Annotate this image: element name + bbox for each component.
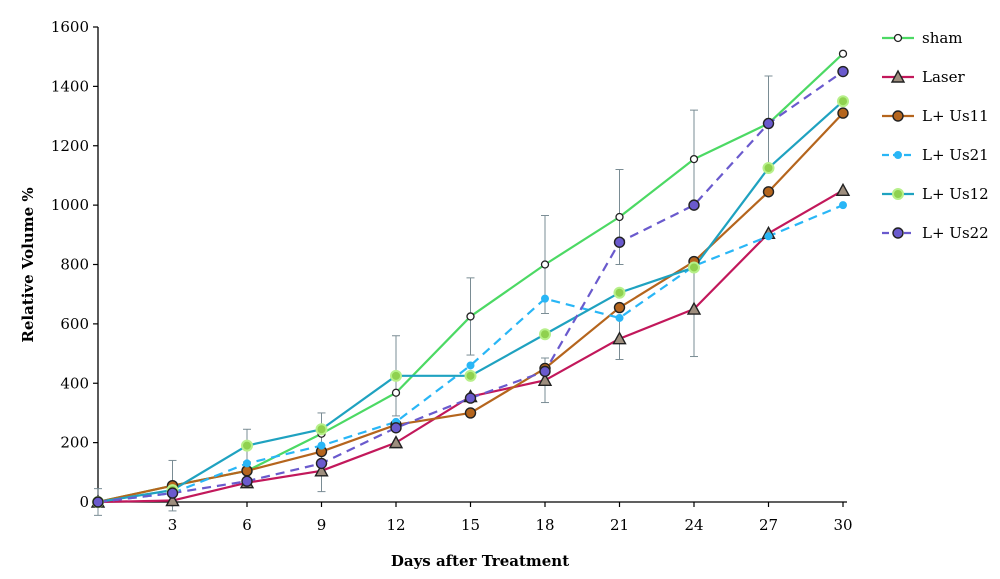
series-line-l-us22 xyxy=(97,70,844,504)
data-point-l-us12 xyxy=(837,95,849,108)
data-point-l-us12 xyxy=(315,423,328,436)
data-point-l-us12 xyxy=(241,439,253,452)
series-markers xyxy=(90,49,851,508)
data-point-l-us22 xyxy=(166,487,179,499)
legend-label-laser: Laser xyxy=(922,68,965,86)
data-point-l-us11 xyxy=(613,301,626,314)
x-tick-label: 15 xyxy=(461,516,480,534)
data-point-sham xyxy=(391,388,401,397)
data-point-l-us22 xyxy=(390,422,402,434)
x-tick-label: 24 xyxy=(684,516,703,534)
y-tick-label: 800 xyxy=(60,256,89,274)
series-line-l-us21 xyxy=(97,204,844,504)
legend-label-l-us11: L+ Us11 xyxy=(922,107,989,125)
x-tick-label: 12 xyxy=(386,516,405,534)
x-tick-label: 9 xyxy=(317,516,327,534)
data-point-l-us11 xyxy=(464,407,477,419)
legend-marker-l-us11 xyxy=(892,110,904,122)
x-tick-label: 21 xyxy=(610,516,629,534)
y-tick-label: 1200 xyxy=(51,137,89,155)
data-point-sham xyxy=(466,312,475,321)
y-tick-label: 1400 xyxy=(51,77,89,95)
x-tick-label: 27 xyxy=(759,516,778,534)
data-point-l-us21 xyxy=(541,294,549,303)
data-point-l-us22 xyxy=(539,365,551,378)
data-point-l-us21 xyxy=(839,201,847,210)
data-point-l-us22 xyxy=(688,199,700,211)
data-point-laser xyxy=(612,331,627,345)
data-point-l-us21 xyxy=(615,313,624,322)
data-point-l-us21 xyxy=(243,459,251,468)
legend-marker-l-us21 xyxy=(894,151,902,159)
data-point-sham xyxy=(838,49,848,58)
data-point-l-us21 xyxy=(466,361,475,370)
data-point-l-us22 xyxy=(241,475,253,487)
data-point-sham xyxy=(689,154,699,164)
data-point-l-us22 xyxy=(613,236,626,248)
y-tick-label: 0 xyxy=(79,493,89,511)
data-point-laser xyxy=(314,463,329,477)
data-point-laser xyxy=(835,182,851,196)
x-tick-label: 18 xyxy=(535,516,554,534)
y-tick-label: 600 xyxy=(60,315,89,333)
x-tick-label: 3 xyxy=(168,516,178,534)
legend-label-l-us12: L+ Us12 xyxy=(922,185,989,203)
x-axis-title: Days after Treatment xyxy=(391,552,569,570)
legend-label-l-us22: L+ Us22 xyxy=(922,224,989,242)
legend-marker-l-us12 xyxy=(892,188,904,200)
data-point-l-us22 xyxy=(92,496,104,508)
data-point-l-us22 xyxy=(837,65,849,78)
data-point-l-us12 xyxy=(539,328,551,341)
data-point-l-us12 xyxy=(613,286,626,299)
y-tick-label: 1600 xyxy=(51,18,89,36)
x-tick-label: 6 xyxy=(242,516,252,534)
legend-marker-sham xyxy=(893,33,903,43)
data-point-l-us12 xyxy=(762,162,775,175)
y-tick-label: 400 xyxy=(60,374,89,392)
data-point-l-us12 xyxy=(464,369,477,382)
legend: sham Laser L+ Us11 L+ Us21 L+ Us12 L+ Us22 xyxy=(882,29,989,242)
data-point-sham xyxy=(615,212,624,222)
data-point-l-us11 xyxy=(837,107,849,119)
data-point-laser xyxy=(537,372,553,386)
axes: 0 200 400 600 800 1000 1200 1400 1600 3 6 9 12 15 18 21… xyxy=(51,18,853,534)
y-axis-title: Relative Volume % xyxy=(19,187,37,342)
data-point-l-us12 xyxy=(390,369,402,382)
data-point-sham xyxy=(540,260,550,269)
data-point-l-us21 xyxy=(317,441,326,450)
legend-marker-l-us22 xyxy=(892,227,904,239)
data-point-l-us22 xyxy=(464,392,477,404)
data-point-l-us11 xyxy=(762,186,775,198)
data-point-l-us22 xyxy=(315,457,328,470)
y-tick-label: 1000 xyxy=(51,196,89,214)
y-tick-label: 200 xyxy=(60,434,89,452)
data-point-l-us12 xyxy=(688,261,700,274)
error-bars xyxy=(94,75,773,516)
legend-label-l-us21: L+ Us21 xyxy=(922,146,989,164)
legend-marker-laser xyxy=(890,69,906,83)
data-point-laser xyxy=(686,301,702,315)
legend-label-sham: sham xyxy=(922,29,963,47)
data-point-laser xyxy=(165,493,180,507)
data-point-l-us22 xyxy=(762,117,775,130)
data-point-laser xyxy=(388,435,404,449)
x-tick-label: 30 xyxy=(833,516,852,534)
data-point-l-us21 xyxy=(764,232,773,241)
